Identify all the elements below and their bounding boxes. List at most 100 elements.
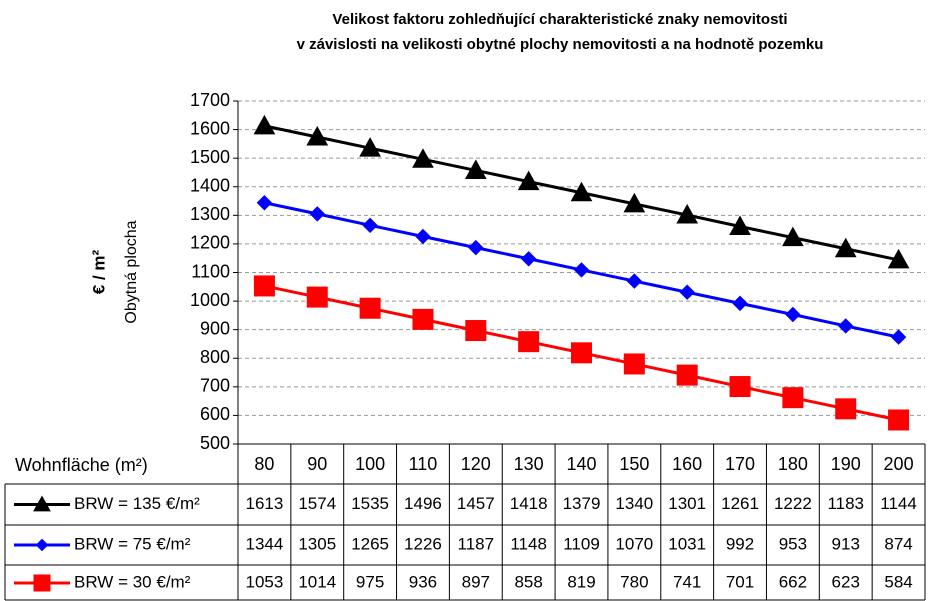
marker [623,192,646,213]
marker [626,273,643,289]
marker [309,206,325,222]
y-axis-sublabel: Obytná plocha [123,220,140,323]
marker [887,248,910,269]
marker [570,181,593,202]
marker [468,239,484,256]
table-cell: 1379 [563,494,601,513]
table-cell: 1301 [668,494,706,513]
legend-label: BRW = 75 €/m² [74,534,191,553]
marker [679,284,695,300]
table-cell: 936 [409,572,437,591]
table-cell: 1574 [298,494,336,513]
table-cell: 1265 [351,534,389,553]
x-axis-label: Wohnfläche (m²) [15,455,148,475]
marker [835,398,857,420]
x-tick-label: 120 [461,454,491,474]
table-cell: 741 [673,572,701,591]
x-tick-label: 130 [514,454,544,474]
marker [33,574,51,592]
marker [253,275,275,297]
y-axis-label: € / m² [89,249,108,294]
table-cell: 1053 [246,572,284,591]
marker [253,114,276,135]
marker [676,364,698,386]
table-cell: 701 [726,572,754,591]
marker [518,331,540,353]
table-cell: 1340 [615,494,653,513]
table-cell: 975 [356,572,384,591]
x-tick-label: 150 [619,454,649,474]
marker [834,237,857,258]
marker [362,217,378,234]
marker [359,297,381,319]
marker [838,318,854,334]
marker [520,251,537,267]
table-cell: 1261 [721,494,759,513]
x-tick-label: 90 [307,454,327,474]
marker [573,262,590,278]
marker [782,226,804,247]
table-cell: 819 [567,572,595,591]
table-cell: 1144 [880,494,917,513]
marker [676,204,699,224]
marker [35,538,49,552]
x-tick-label: 160 [672,454,702,474]
table-cell: 1226 [404,534,442,553]
x-tick-label: 140 [566,454,596,474]
y-tick-label: 900 [200,318,230,338]
table-cell: 1344 [246,534,284,553]
y-tick-label: 1500 [190,147,230,167]
table-cell: 1014 [298,572,336,591]
table-cell: 1496 [404,494,442,513]
x-tick-label: 170 [725,454,755,474]
marker [412,308,434,330]
table-cell: 1183 [827,494,864,513]
table-cell: 1109 [563,534,600,553]
y-tick-label: 1700 [190,90,230,110]
table-cell: 1457 [457,494,495,513]
marker [359,137,381,157]
y-tick-label: 500 [200,433,230,453]
table-cell: 1148 [510,534,547,553]
table-cell: 780 [620,572,648,591]
table-cell: 913 [832,534,860,553]
table-cell: 1418 [510,494,548,513]
x-tick-label: 180 [778,454,808,474]
x-tick-label: 110 [409,454,438,474]
table-cell: 1187 [458,534,495,553]
y-tick-label: 1100 [191,261,230,281]
table-cell: 584 [884,572,912,591]
marker [33,495,51,512]
y-tick-label: 1200 [190,233,230,253]
y-tick-label: 1000 [190,290,230,310]
marker [465,320,487,342]
table-cell: 1613 [246,494,284,513]
y-tick-label: 600 [200,404,230,424]
table-cell: 1222 [774,494,812,513]
legend-label: BRW = 135 €/m² [74,494,200,513]
table-cell: 858 [514,572,542,591]
y-tick-label: 1300 [190,204,230,224]
y-tick-label: 1400 [190,176,230,196]
table-cell: 662 [779,572,807,591]
marker [517,170,540,191]
x-tick-label: 80 [254,454,274,474]
marker [623,353,645,375]
chart-title: v závislosti na velikosti obytné plochy … [297,36,824,53]
marker [306,125,329,146]
table-cell: 1305 [298,534,336,553]
table-cell: 1535 [351,494,389,513]
marker [464,159,487,179]
marker [571,342,592,364]
table-cell: 897 [462,572,490,591]
marker [306,286,328,308]
marker [782,387,804,409]
marker [256,195,273,211]
marker [415,228,431,245]
legend-label: BRW = 30 €/m² [74,572,191,591]
table-cell: 1070 [615,534,653,553]
marker [732,295,748,312]
table-cell: 623 [832,572,860,591]
x-tick-label: 190 [831,454,861,474]
